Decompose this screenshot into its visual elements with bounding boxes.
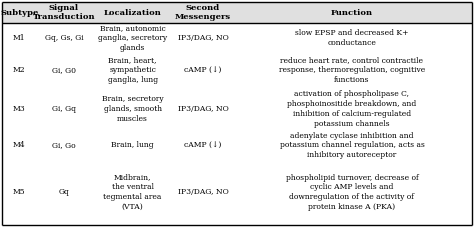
Text: Midbrain,
the ventral
tegmental area
(VTA): Midbrain, the ventral tegmental area (VT… (103, 174, 162, 211)
Bar (173, 2, 232, 23)
Bar (91, 2, 173, 23)
Text: M2: M2 (13, 66, 26, 74)
Text: slow EPSP and decreased K+
conductance: slow EPSP and decreased K+ conductance (295, 29, 409, 47)
Text: reduce heart rate, control contractile
response, thermoregulation, cognitive
fun: reduce heart rate, control contractile r… (279, 56, 425, 84)
Text: cAMP (↓): cAMP (↓) (184, 66, 222, 74)
Bar (2, 2, 36, 23)
Text: phospholipid turnover, decrease of
cyclic AMP levels and
downregulation of the a: phospholipid turnover, decrease of cycli… (286, 174, 419, 211)
Text: Gi, Gq: Gi, Gq (52, 105, 76, 113)
Text: Gq: Gq (58, 188, 69, 196)
Text: Subtype: Subtype (0, 8, 38, 17)
Bar (36, 2, 91, 23)
Text: Brain, secretory
glands, smooth
muscles: Brain, secretory glands, smooth muscles (102, 95, 164, 123)
Text: Signal
Transduction: Signal Transduction (33, 4, 95, 21)
Text: Brain, lung: Brain, lung (111, 141, 154, 149)
Text: Brain, autonomic
ganglia, secretory
glands: Brain, autonomic ganglia, secretory glan… (98, 24, 167, 52)
Text: Brain, heart,
sympathetic
ganglia, lung: Brain, heart, sympathetic ganglia, lung (108, 56, 158, 84)
Text: Gi, Go: Gi, Go (52, 141, 76, 149)
Text: cAMP (↓): cAMP (↓) (184, 141, 222, 149)
Text: Gq, Gs, Gi: Gq, Gs, Gi (45, 34, 83, 42)
Text: M3: M3 (13, 105, 26, 113)
Text: Function: Function (331, 8, 373, 17)
Text: Localization: Localization (104, 8, 162, 17)
Text: M1: M1 (13, 34, 26, 42)
Text: M4: M4 (13, 141, 26, 149)
Bar (232, 2, 472, 23)
Text: activation of phospholipase C,
phosphoinositide breakdown, and
inhibition of cal: activation of phospholipase C, phosphoin… (287, 90, 417, 128)
Text: IP3/DAG, NO: IP3/DAG, NO (178, 188, 228, 196)
Text: adenylate cyclase inhibition and
potassium channel regulation, acts as
inhibitor: adenylate cyclase inhibition and potassi… (280, 131, 424, 159)
Text: IP3/DAG, NO: IP3/DAG, NO (178, 105, 228, 113)
Text: Gi, G0: Gi, G0 (52, 66, 76, 74)
Text: M5: M5 (13, 188, 26, 196)
Text: Second
Messengers: Second Messengers (175, 4, 231, 21)
Text: IP3/DAG, NO: IP3/DAG, NO (178, 34, 228, 42)
